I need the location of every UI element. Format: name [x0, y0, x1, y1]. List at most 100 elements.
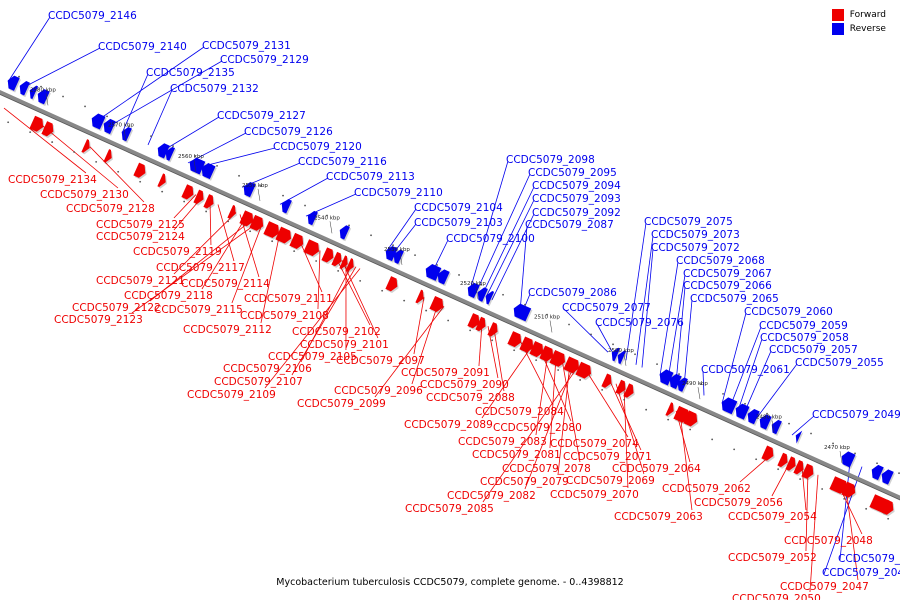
forward-gene-label[interactable]: CCDC5079_2106 — [223, 363, 312, 375]
reverse-gene-label[interactable]: CCDC5079_2087 — [525, 219, 614, 231]
reverse-gene-label[interactable]: CCDC5079_2098 — [506, 154, 595, 166]
reverse-gene-label[interactable]: CCDC5079_2061 — [701, 364, 790, 376]
reverse-gene — [339, 225, 350, 240]
reverse-gene-label[interactable]: CCDC5079_2059 — [759, 320, 848, 332]
forward-gene-label[interactable]: CCDC5079_2080 — [493, 422, 582, 434]
reverse-gene-label[interactable]: CCDC5079_2116 — [298, 156, 387, 168]
forward-gene-label[interactable]: CCDC5079_2062 — [662, 483, 751, 495]
forward-gene-label[interactable]: CCDC5079_2102 — [292, 326, 381, 338]
forward-gene — [829, 476, 847, 494]
forward-gene-label[interactable]: CCDC5079_2105 — [268, 351, 357, 363]
reverse-gene-label[interactable]: CCDC5079_2140 — [98, 41, 187, 53]
forward-gene-label[interactable]: CCDC5079_2085 — [405, 503, 494, 515]
reverse-gene-label[interactable]: CCDC5079_2045 — [838, 553, 900, 565]
forward-gene-label[interactable]: CCDC5079_2122 — [72, 302, 161, 314]
track-dot — [689, 428, 692, 431]
reverse-gene-label[interactable]: CCDC5079_2135 — [146, 67, 235, 79]
forward-gene-label[interactable]: CCDC5079_2056 — [694, 497, 783, 509]
reverse-gene-label[interactable]: CCDC5079_2055 — [795, 357, 884, 369]
forward-gene-label[interactable]: CCDC5079_2088 — [426, 392, 515, 404]
forward-gene-label[interactable]: CCDC5079_2099 — [297, 398, 386, 410]
forward-gene-label[interactable]: CCDC5079_2101 — [300, 339, 389, 351]
reverse-gene-label[interactable]: CCDC5079_2049 — [812, 409, 900, 421]
reverse-gene-label[interactable]: CCDC5079_2086 — [528, 287, 617, 299]
forward-gene-label[interactable]: CCDC5079_2083 — [458, 436, 547, 448]
forward-gene-label[interactable]: CCDC5079_2091 — [401, 367, 490, 379]
forward-gene-label[interactable]: CCDC5079_2074 — [550, 438, 639, 450]
forward-gene-label[interactable]: CCDC5079_2096 — [334, 385, 423, 397]
forward-gene-label[interactable]: CCDC5079_2112 — [183, 324, 272, 336]
reverse-gene-label[interactable]: CCDC5079_2057 — [769, 344, 858, 356]
forward-gene-label[interactable]: CCDC5079_2108 — [240, 310, 329, 322]
forward-gene-label[interactable]: CCDC5079_2117 — [156, 262, 245, 274]
reverse-gene-label[interactable]: CCDC5079_2075 — [644, 216, 733, 228]
reverse-gene-shadow — [796, 432, 804, 446]
reverse-gene-label[interactable]: CCDC5079_2073 — [651, 229, 740, 241]
forward-gene-label[interactable]: CCDC5079_2063 — [614, 511, 703, 523]
forward-gene-label[interactable]: CCDC5079_2069 — [566, 475, 655, 487]
forward-gene-label[interactable]: CCDC5079_2115 — [154, 304, 243, 316]
forward-gene-label[interactable]: CCDC5079_2097 — [336, 355, 425, 367]
forward-gene-label[interactable]: CCDC5079_2125 — [96, 219, 185, 231]
forward-gene-label[interactable]: CCDC5079_2114 — [181, 278, 270, 290]
reverse-gene-label[interactable]: CCDC5079_2077 — [562, 302, 651, 314]
forward-gene-label[interactable]: CCDC5079_2107 — [214, 376, 303, 388]
forward-gene-label[interactable]: CCDC5079_2052 — [728, 552, 817, 564]
forward-gene-label[interactable]: CCDC5079_2084 — [475, 406, 564, 418]
forward-gene-label[interactable]: CCDC5079_2124 — [96, 231, 185, 243]
forward-gene-label[interactable]: CCDC5079_2064 — [612, 463, 701, 475]
forward-gene-label[interactable]: CCDC5079_2130 — [40, 189, 129, 201]
forward-gene-label[interactable]: CCDC5079_2071 — [563, 451, 652, 463]
reverse-gene-label[interactable]: CCDC5079_2104 — [414, 202, 503, 214]
forward-leader-line — [585, 370, 629, 438]
reverse-gene-label[interactable]: CCDC5079_2092 — [532, 207, 621, 219]
reverse-gene-label[interactable]: CCDC5079_2103 — [414, 217, 503, 229]
reverse-gene — [669, 373, 682, 390]
reverse-gene-label[interactable]: CCDC5079_2126 — [244, 126, 333, 138]
forward-gene — [507, 331, 522, 348]
forward-gene-label[interactable]: CCDC5079_2054 — [728, 511, 817, 523]
forward-gene-label[interactable]: CCDC5079_2079 — [480, 476, 569, 488]
forward-gene-label[interactable]: CCDC5079_2047 — [780, 581, 869, 593]
reverse-gene-label[interactable]: CCDC5079_2132 — [170, 83, 259, 95]
forward-gene-label[interactable]: CCDC5079_2121 — [96, 275, 185, 287]
track-dot — [799, 478, 802, 480]
reverse-gene-label[interactable]: CCDC5079_2120 — [273, 141, 362, 153]
forward-gene-label[interactable]: CCDC5079_2134 — [8, 174, 97, 186]
reverse-gene — [881, 469, 894, 485]
reverse-gene-label[interactable]: CCDC5079_2146 — [48, 10, 137, 22]
forward-gene-label[interactable]: CCDC5079_2089 — [404, 419, 493, 431]
reverse-gene-label[interactable]: CCDC5079_2129 — [220, 54, 309, 66]
forward-gene-label[interactable]: CCDC5079_2070 — [550, 489, 639, 501]
forward-gene-label[interactable]: CCDC5079_2081 — [472, 449, 561, 461]
reverse-gene-label[interactable]: CCDC5079_2072 — [651, 242, 740, 254]
forward-gene-label[interactable]: CCDC5079_2119 — [133, 246, 222, 258]
forward-gene-label[interactable]: CCDC5079_2082 — [447, 490, 536, 502]
reverse-gene-label[interactable]: CCDC5079_2100 — [446, 233, 535, 245]
forward-gene-label[interactable]: CCDC5079_2118 — [124, 290, 213, 302]
reverse-gene-label[interactable]: CCDC5079_2076 — [595, 317, 684, 329]
reverse-gene-label[interactable]: CCDC5079_2067 — [683, 268, 772, 280]
forward-gene-label[interactable]: CCDC5079_2078 — [502, 463, 591, 475]
forward-gene-label[interactable]: CCDC5079_2111 — [244, 293, 333, 305]
forward-gene-label[interactable]: CCDC5079_2050 — [732, 593, 821, 600]
forward-gene-label[interactable]: CCDC5079_2090 — [420, 379, 509, 391]
reverse-gene-label[interactable]: CCDC5079_2110 — [354, 187, 443, 199]
reverse-gene-label[interactable]: CCDC5079_2094 — [532, 180, 621, 192]
forward-gene-label[interactable]: CCDC5079_2123 — [54, 314, 143, 326]
reverse-gene-label[interactable]: CCDC5079_2066 — [683, 280, 772, 292]
reverse-gene-label[interactable]: CCDC5079_2068 — [676, 255, 765, 267]
reverse-gene-label[interactable]: CCDC5079_2113 — [326, 171, 415, 183]
reverse-gene-label[interactable]: CCDC5079_2060 — [744, 306, 833, 318]
forward-gene-label[interactable]: CCDC5079_2128 — [66, 203, 155, 215]
reverse-gene-label[interactable]: CCDC5079_2095 — [528, 167, 617, 179]
reverse-gene-label[interactable]: CCDC5079_2065 — [690, 293, 779, 305]
forward-gene-label[interactable]: CCDC5079_2109 — [187, 389, 276, 401]
reverse-gene-label[interactable]: CCDC5079_2131 — [202, 40, 291, 52]
reverse-gene-label[interactable]: CCDC5079_2127 — [217, 110, 306, 122]
reverse-gene-label[interactable]: CCDC5079_2058 — [760, 332, 849, 344]
reverse-gene-label[interactable]: CCDC5079_2093 — [532, 193, 621, 205]
reverse-gene-label[interactable]: CCDC5079_2046 — [822, 567, 900, 579]
forward-gene-label[interactable]: CCDC5079_2048 — [784, 535, 873, 547]
track-dot — [766, 412, 768, 415]
